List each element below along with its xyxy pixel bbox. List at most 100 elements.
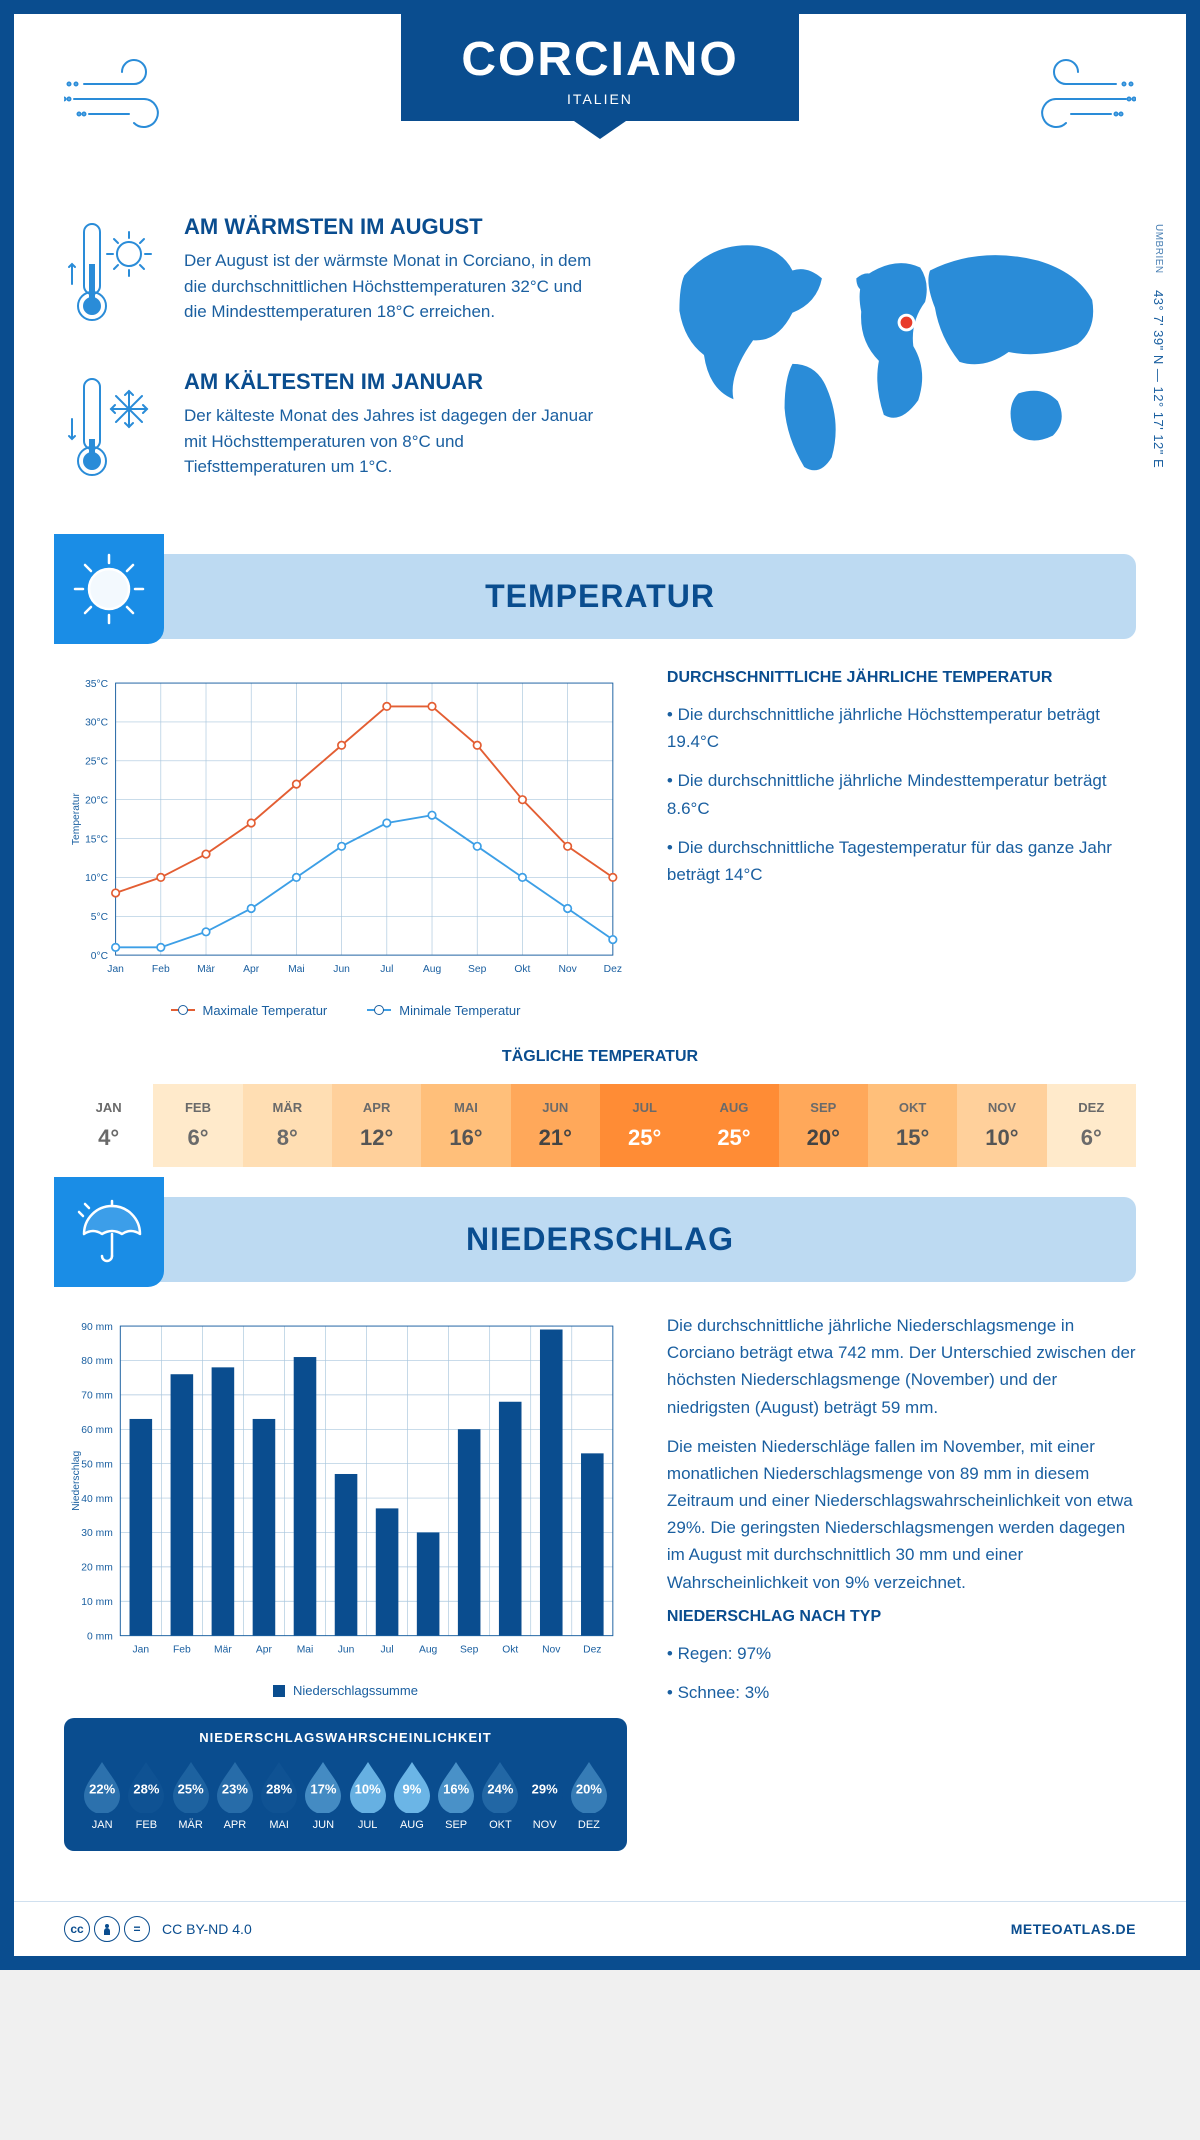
svg-text:Nov: Nov [558,964,577,975]
temp-section-title: TEMPERATUR [94,578,1106,615]
thermometer-hot-icon [64,214,164,339]
footer: cc = CC BY-ND 4.0 METEOATLAS.DE [14,1901,1186,1956]
by-icon [94,1916,120,1942]
svg-text:30°C: 30°C [85,718,109,729]
svg-text:Aug: Aug [423,964,442,975]
svg-text:50 mm: 50 mm [81,1459,112,1470]
svg-text:Sep: Sep [468,964,487,975]
precip-prob-drop: 9%AUG [390,1759,434,1831]
svg-text:60 mm: 60 mm [81,1425,112,1436]
precip-type-title: NIEDERSCHLAG NACH TYP [667,1608,1136,1626]
legend-max-label: Maximale Temperatur [203,1003,328,1018]
daily-temp-cell: DEZ6° [1047,1084,1136,1167]
daily-temp-cell: SEP20° [779,1084,868,1167]
svg-text:25°C: 25°C [85,757,109,768]
coldest-title: AM KÄLTESTEN IM JANUAR [184,369,605,395]
svg-text:Jul: Jul [380,964,393,975]
daily-temp-title: TÄGLICHE TEMPERATUR [64,1048,1136,1066]
warmest-block: AM WÄRMSTEN IM AUGUST Der August ist der… [64,214,605,339]
daily-temp-cell: MÄR8° [243,1084,332,1167]
daily-temp-cell: FEB6° [153,1084,242,1167]
legend-min-label: Minimale Temperatur [399,1003,520,1018]
cc-icon: cc [64,1916,90,1942]
precip-legend: Niederschlagssumme [64,1683,627,1698]
precip-chart-box: 0 mm10 mm20 mm30 mm40 mm50 mm60 mm70 mm8… [64,1312,627,1852]
precip-chart-row: 0 mm10 mm20 mm30 mm40 mm50 mm60 mm70 mm8… [64,1312,1136,1852]
info-left: AM WÄRMSTEN IM AUGUST Der August ist der… [64,214,605,524]
svg-text:Jan: Jan [133,1645,150,1656]
svg-text:Jun: Jun [338,1645,355,1656]
precip-p1: Die durchschnittliche jährliche Niedersc… [667,1312,1136,1421]
precip-prob-drop: 10%JUL [346,1759,390,1831]
info-row: AM WÄRMSTEN IM AUGUST Der August ist der… [64,214,1136,524]
temp-legend: Maximale Temperatur Minimale Temperatur [64,1003,627,1018]
daily-temp-cell: AUG25° [689,1084,778,1167]
svg-text:20°C: 20°C [85,795,109,806]
svg-text:35°C: 35°C [85,679,109,690]
precip-prob-drop: 24%OKT [478,1759,522,1831]
svg-text:10°C: 10°C [85,873,109,884]
daily-temp-cell: APR12° [332,1084,421,1167]
precip-prob-drop: 28%MAI [257,1759,301,1831]
map-wrap: UMBRIEN 43° 7' 39" N — 12° 17' 12" E [645,214,1136,524]
precip-prob-drops: 22%JAN28%FEB25%MÄR23%APR28%MAI17%JUN10%J… [80,1759,611,1831]
precip-type-bullet: Schnee: 3% [667,1679,1136,1706]
svg-text:90 mm: 90 mm [81,1322,112,1333]
svg-text:40 mm: 40 mm [81,1494,112,1505]
precip-section-header: NIEDERSCHLAG [64,1197,1136,1282]
svg-text:Apr: Apr [256,1645,273,1656]
svg-text:Okt: Okt [514,964,530,975]
precip-prob-drop: 22%JAN [80,1759,124,1831]
coldest-block: AM KÄLTESTEN IM JANUAR Der kälteste Mona… [64,369,605,494]
svg-text:Mai: Mai [288,964,305,975]
svg-text:20 mm: 20 mm [81,1563,112,1574]
precip-prob-drop: 17%JUN [301,1759,345,1831]
temp-avg-text: DURCHSCHNITTLICHE JÄHRLICHE TEMPERATUR D… [667,669,1136,1018]
temp-avg-title: DURCHSCHNITTLICHE JÄHRLICHE TEMPERATUR [667,669,1136,687]
daily-temp-cell: JAN4° [64,1084,153,1167]
precip-p2: Die meisten Niederschläge fallen im Nove… [667,1433,1136,1596]
legend-min: Minimale Temperatur [367,1003,520,1018]
daily-temp-cell: JUL25° [600,1084,689,1167]
temp-avg-bullets: Die durchschnittliche jährliche Höchstte… [667,701,1136,888]
svg-text:Niederschlag: Niederschlag [71,1451,82,1511]
temp-avg-bullet: Die durchschnittliche jährliche Mindestt… [667,767,1136,821]
precip-prob-drop: 25%MÄR [169,1759,213,1831]
header: CORCIANO ITALIEN [64,44,1136,204]
warmest-title: AM WÄRMSTEN IM AUGUST [184,214,605,240]
cc-icons: cc = CC BY-ND 4.0 [64,1916,252,1942]
precip-prob-drop: 23%APR [213,1759,257,1831]
svg-text:Feb: Feb [173,1645,191,1656]
nd-icon: = [124,1916,150,1942]
license-text: CC BY-ND 4.0 [162,1921,252,1937]
coordinates: UMBRIEN 43° 7' 39" N — 12° 17' 12" E [1151,224,1166,468]
svg-text:Mai: Mai [297,1645,314,1656]
umbrella-icon [54,1177,164,1287]
daily-temp-strip: JAN4°FEB6°MÄR8°APR12°MAI16°JUN21°JUL25°A… [64,1084,1136,1167]
svg-text:Aug: Aug [419,1645,438,1656]
temp-avg-bullet: Die durchschnittliche Tagestemperatur fü… [667,834,1136,888]
country-subtitle: ITALIEN [461,91,738,107]
precip-text: Die durchschnittliche jährliche Niedersc… [667,1312,1136,1852]
svg-text:Temperatur: Temperatur [71,792,82,845]
svg-text:70 mm: 70 mm [81,1391,112,1402]
temp-avg-bullet: Die durchschnittliche jährliche Höchstte… [667,701,1136,755]
region-label: UMBRIEN [1153,224,1164,274]
svg-text:0 mm: 0 mm [87,1631,113,1642]
svg-text:Sep: Sep [460,1645,479,1656]
svg-text:30 mm: 30 mm [81,1528,112,1539]
precip-prob-drop: 28%FEB [124,1759,168,1831]
sun-icon [54,534,164,644]
svg-text:Apr: Apr [243,964,260,975]
precipitation-bar-chart: 0 mm10 mm20 mm30 mm40 mm50 mm60 mm70 mm8… [64,1312,627,1669]
daily-temp-cell: OKT15° [868,1084,957,1167]
warmest-text: Der August ist der wärmste Monat in Corc… [184,248,605,325]
temp-chart-row: 0°C5°C10°C15°C20°C25°C30°C35°CJanFebMärA… [64,669,1136,1018]
wind-icon-left [64,54,184,144]
svg-text:Dez: Dez [583,1645,601,1656]
svg-text:Jun: Jun [333,964,350,975]
temperature-line-chart: 0°C5°C10°C15°C20°C25°C30°C35°CJanFebMärA… [64,669,627,988]
daily-temp-cell: NOV10° [957,1084,1046,1167]
precip-section-title: NIEDERSCHLAG [94,1221,1106,1258]
title-ribbon: CORCIANO ITALIEN [401,14,798,121]
